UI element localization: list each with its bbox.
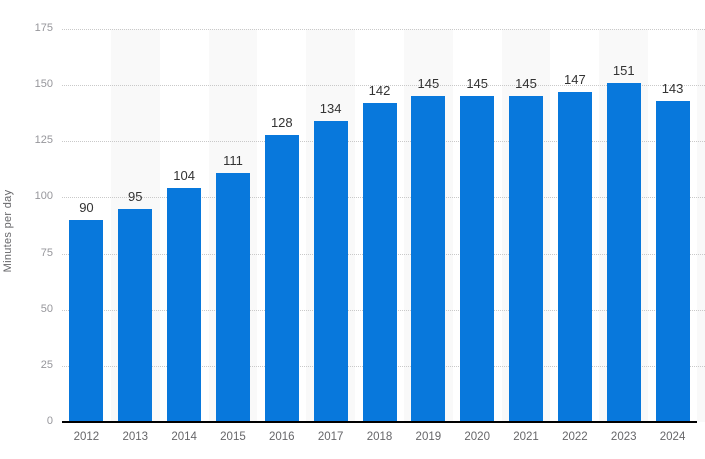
- y-tick-label: 175: [34, 22, 53, 34]
- bar-2013[interactable]: [118, 208, 153, 422]
- x-tick-label: 2023: [610, 431, 637, 443]
- bar-value-label: 90: [79, 199, 94, 215]
- bar-value-label: 111: [223, 152, 243, 168]
- x-tick-label: 2019: [415, 431, 442, 443]
- bar-value-label: 95: [128, 188, 143, 204]
- x-tick-label: 2018: [366, 431, 393, 443]
- y-tick-label: 150: [34, 78, 53, 91]
- x-tick-label: 2020: [464, 431, 490, 443]
- x-tick-label: 2015: [220, 431, 246, 443]
- y-gridline: [62, 29, 705, 30]
- y-gridline: [62, 85, 705, 87]
- bar-2020[interactable]: [460, 96, 495, 422]
- bar-value-label: 143: [661, 80, 684, 96]
- bar-value-label: 151: [612, 62, 635, 78]
- bar-2017[interactable]: [313, 121, 348, 422]
- x-tick-label: 2016: [269, 431, 295, 443]
- bar-value-label: 142: [368, 83, 391, 99]
- bar-2018[interactable]: [362, 103, 397, 422]
- x-tick-label: 2017: [317, 431, 344, 443]
- y-tick-label: 125: [34, 134, 53, 147]
- bar-2012[interactable]: [69, 219, 104, 422]
- x-tick-label: 2022: [562, 431, 588, 443]
- y-tick-label: 25: [40, 358, 53, 371]
- bar-value-label: 147: [564, 71, 586, 87]
- x-tick-label: 2014: [171, 431, 197, 443]
- y-tick-label: 100: [34, 190, 53, 203]
- bar-2019[interactable]: [411, 96, 446, 422]
- bar-2021[interactable]: [509, 96, 544, 422]
- x-tick-label: 2024: [659, 431, 686, 443]
- x-tick-label: 2013: [122, 431, 149, 443]
- bar-2015[interactable]: [215, 172, 250, 422]
- bar-value-label: 128: [270, 114, 293, 130]
- bar-2023[interactable]: [606, 82, 641, 422]
- column-stripe-partial: [697, 29, 705, 422]
- y-tick-label: 75: [40, 246, 53, 259]
- bar-2022[interactable]: [557, 91, 592, 422]
- x-tick-label: 2021: [513, 431, 539, 443]
- y-tick-label: 50: [40, 302, 53, 315]
- bar-2014[interactable]: [167, 188, 202, 422]
- bar-2024[interactable]: [655, 100, 690, 422]
- bar-value-label: 134: [319, 101, 342, 117]
- x-tick-label: 2012: [73, 431, 100, 443]
- bar-2016[interactable]: [264, 134, 299, 422]
- bar-value-label: 104: [173, 168, 195, 184]
- x-axis-line: [62, 421, 697, 423]
- bar-value-label: 145: [515, 76, 537, 92]
- bar-value-label: 145: [466, 76, 489, 92]
- y-tick-label: 0: [46, 415, 53, 427]
- bar-value-label: 145: [417, 76, 440, 92]
